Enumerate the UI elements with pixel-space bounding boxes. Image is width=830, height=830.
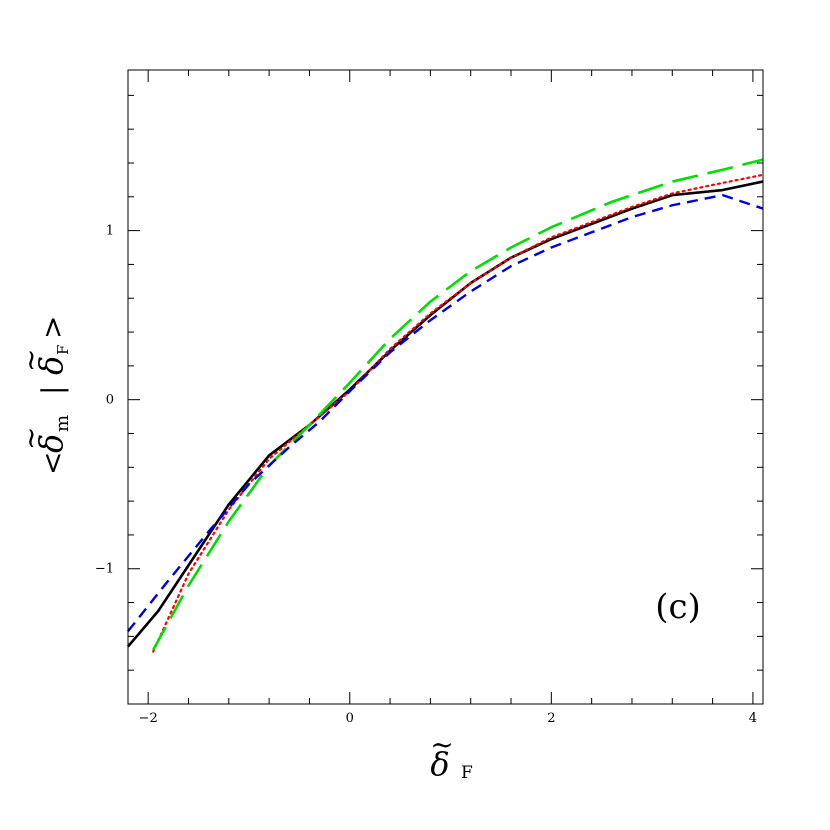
x-tick-label: 2	[547, 711, 555, 726]
plot-lines	[127, 158, 765, 653]
series-line-long-dash	[152, 158, 764, 651]
tick-labels: −2 0 2 4 −1 0 1	[95, 224, 757, 726]
y-axis-label-tilde2: ~	[14, 349, 47, 372]
y-axis-label: < δ ~ m | δ ~ F >	[14, 316, 73, 475]
x-tick-label: 0	[346, 711, 354, 726]
y-axis-label-close: >	[36, 316, 69, 339]
y-tick-label: −1	[95, 562, 114, 577]
axis-ticks	[128, 70, 763, 705]
panel-annotation: (c)	[655, 587, 701, 627]
x-axis-label: δ ~ F	[430, 728, 473, 783]
series-line-solid	[127, 180, 764, 648]
x-axis-label-tilde: ~	[430, 728, 453, 761]
y-axis-label-open: <	[36, 452, 69, 475]
y-axis-label-sub-m: m	[52, 415, 73, 432]
series-line-short-dash	[127, 193, 764, 633]
x-tick-label: −2	[139, 711, 158, 726]
y-axis-label-tilde: ~	[14, 427, 47, 450]
x-axis-label-symbol: δ	[430, 745, 449, 783]
y-axis-label-symbol2: δ	[32, 356, 70, 375]
y-tick-label: 1	[106, 224, 114, 239]
x-tick-label: 4	[749, 711, 757, 726]
y-tick-label: 0	[106, 393, 114, 408]
y-axis-label-bar: |	[36, 386, 69, 395]
y-axis-label-symbol: δ	[32, 434, 70, 453]
plot-frame	[127, 69, 764, 705]
x-axis-label-subscript: F	[461, 763, 473, 783]
y-axis-label-sub-f: F	[54, 345, 72, 355]
